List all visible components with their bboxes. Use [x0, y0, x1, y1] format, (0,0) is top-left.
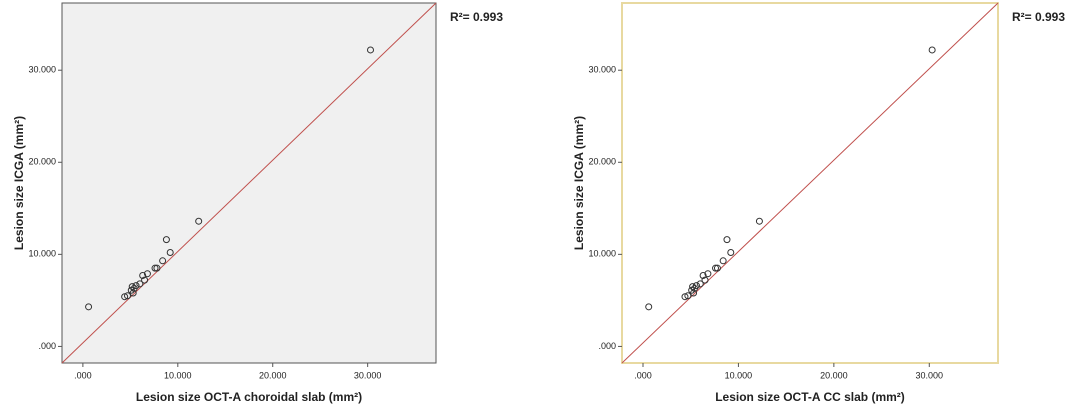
point [696, 280, 704, 288]
y-axis-label: Lesion size ICGA (mm²) [572, 116, 586, 250]
point [690, 289, 698, 297]
point [699, 272, 707, 280]
point [684, 292, 692, 300]
point [719, 257, 727, 265]
point [928, 46, 936, 54]
x-axis-label: Lesion size OCT-A CC slab (mm²) [715, 390, 905, 404]
point [143, 270, 151, 278]
y-tick-label: 30.000 [588, 65, 616, 75]
x-tick-label: 30.000 [354, 370, 382, 380]
point [85, 303, 93, 311]
point [121, 293, 129, 301]
point [712, 264, 720, 272]
y-tick-label: .000 [38, 341, 56, 351]
x-tick-label: .000 [74, 370, 92, 380]
x-tick-label: 20.000 [820, 370, 848, 380]
point [153, 264, 161, 272]
x-tick-label: 10.000 [164, 370, 192, 380]
annotation: R²= 0.993 [450, 10, 503, 24]
point [141, 276, 149, 284]
point [727, 249, 735, 257]
point [128, 283, 136, 291]
x-axis-label: Lesion size OCT-A choroidal slab (mm²) [136, 390, 362, 404]
point [195, 217, 203, 225]
point [755, 217, 763, 225]
point [704, 270, 712, 278]
point [129, 289, 137, 297]
point [136, 280, 144, 288]
annotation: R²= 0.993 [1012, 10, 1065, 24]
fit-line [61, 2, 437, 364]
x-tick-label: 20.000 [259, 370, 287, 380]
point [139, 272, 147, 280]
x-tick-label: .000 [634, 370, 652, 380]
fit-line [621, 2, 999, 364]
y-tick-label: 20.000 [588, 157, 616, 167]
y-tick-label: 10.000 [28, 249, 56, 259]
point [166, 249, 174, 257]
y-tick-label: 30.000 [28, 65, 56, 75]
point [159, 257, 167, 265]
x-tick-label: 30.000 [916, 370, 944, 380]
point [162, 236, 170, 244]
point [123, 292, 131, 300]
point [701, 276, 709, 284]
point [645, 303, 653, 311]
point [713, 264, 721, 272]
y-tick-label: .000 [598, 341, 616, 351]
x-tick-label: 10.000 [725, 370, 753, 380]
point [681, 293, 689, 301]
point [723, 236, 731, 244]
point [689, 283, 697, 291]
y-tick-label: 20.000 [28, 157, 56, 167]
point [151, 264, 159, 272]
y-tick-label: 10.000 [588, 249, 616, 259]
y-axis-label: Lesion size ICGA (mm²) [12, 116, 26, 250]
point [367, 46, 375, 54]
